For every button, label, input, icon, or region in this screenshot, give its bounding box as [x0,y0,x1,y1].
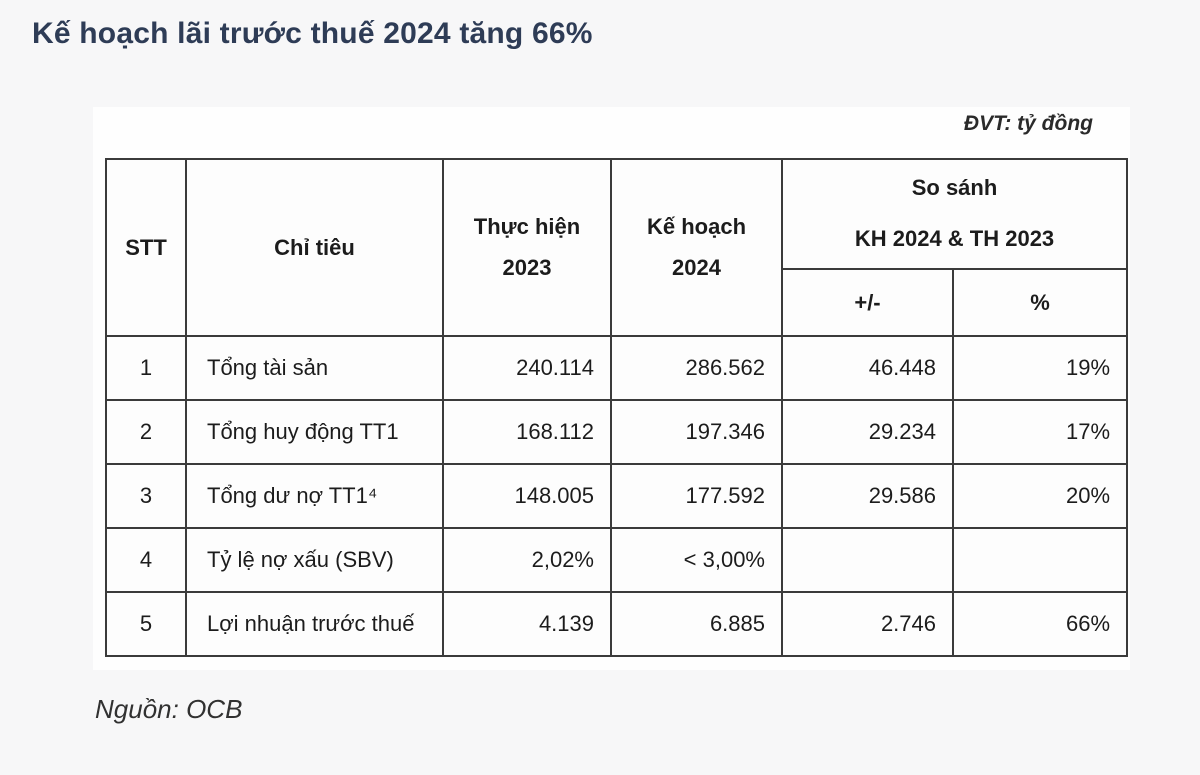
col-header-thuc-hien-line2: 2023 [502,254,552,280]
cell-delta: 29.234 [781,399,954,465]
cell-delta: 46.448 [781,335,954,401]
col-header-ke-hoach-line2: 2024 [672,254,721,280]
cell-stt: 5 [105,591,187,657]
cell-thuc-hien: 2,02% [442,527,612,593]
cell-thuc-hien: 168.112 [442,399,612,465]
cell-thuc-hien: 240.114 [442,335,612,401]
unit-note: ĐVT: tỷ đồng [963,112,1093,135]
cell-chi-tieu: Tổng huy động TT1 [185,399,444,465]
cell-percent: 66% [951,591,1129,657]
col-header-ke-hoach-2024: Kế hoạch 2024 [610,158,783,337]
col-header-stt: STT [105,158,187,337]
cell-ke-hoach: < 3,00% [610,527,783,593]
col-header-percent: % [951,268,1129,337]
cell-ke-hoach: 286.562 [610,335,783,401]
cell-chi-tieu: Tổng dư nợ TT1⁴ [185,463,444,529]
table-row: 1 Tổng tài sản 240.114 286.562 46.448 19… [105,335,1129,401]
table-row: 3 Tổng dư nợ TT1⁴ 148.005 177.592 29.586… [105,463,1129,529]
cell-percent: 20% [951,463,1129,529]
table-row: 5 Lợi nhuận trước thuế 4.139 6.885 2.746… [105,591,1129,657]
cell-thuc-hien: 4.139 [442,591,612,657]
cell-percent: 19% [951,335,1129,401]
cell-ke-hoach: 6.885 [610,591,783,657]
cell-stt: 1 [105,335,187,401]
cell-stt: 4 [105,527,187,593]
col-header-chi-tieu: Chỉ tiêu [185,158,444,337]
cell-delta: 29.586 [781,463,954,529]
col-header-thuc-hien-line1: Thực hiện [473,213,581,239]
page-title: Kế hoạch lãi trước thuế 2024 tăng 66% [32,17,593,50]
cell-chi-tieu: Tổng tài sản [185,335,444,401]
source-note: Nguồn: OCB [95,694,243,724]
col-header-so-sanh-line1: So sánh [911,175,998,201]
cell-percent: 17% [951,399,1129,465]
cell-chi-tieu: Lợi nhuận trước thuế [185,591,444,657]
col-header-ke-hoach-line1: Kế hoạch [646,213,747,239]
col-header-so-sanh: So sánh KH 2024 & TH 2023 [780,158,1129,270]
cell-thuc-hien: 148.005 [442,463,612,529]
cell-ke-hoach: 197.346 [610,399,783,465]
cell-stt: 2 [105,399,187,465]
cell-delta: 2.746 [781,591,954,657]
col-header-thuc-hien-2023: Thực hiện 2023 [442,158,612,337]
plan-table: STT Chỉ tiêu Thực hiện 2023 Kế hoạch 202… [105,158,1129,657]
col-header-delta: +/- [781,268,954,337]
table-row: 2 Tổng huy động TT1 168.112 197.346 29.2… [105,399,1129,465]
cell-percent [951,527,1129,593]
cell-stt: 3 [105,463,187,529]
document-panel: ĐVT: tỷ đồng STT Chỉ tiêu Thực hiện 2023… [93,107,1130,670]
table-row: 4 Tỷ lệ nợ xấu (SBV) 2,02% < 3,00% [105,527,1129,593]
cell-chi-tieu: Tỷ lệ nợ xấu (SBV) [185,527,444,593]
cell-delta [781,527,954,593]
cell-ke-hoach: 177.592 [610,463,783,529]
col-header-so-sanh-line2: KH 2024 & TH 2023 [854,226,1055,251]
